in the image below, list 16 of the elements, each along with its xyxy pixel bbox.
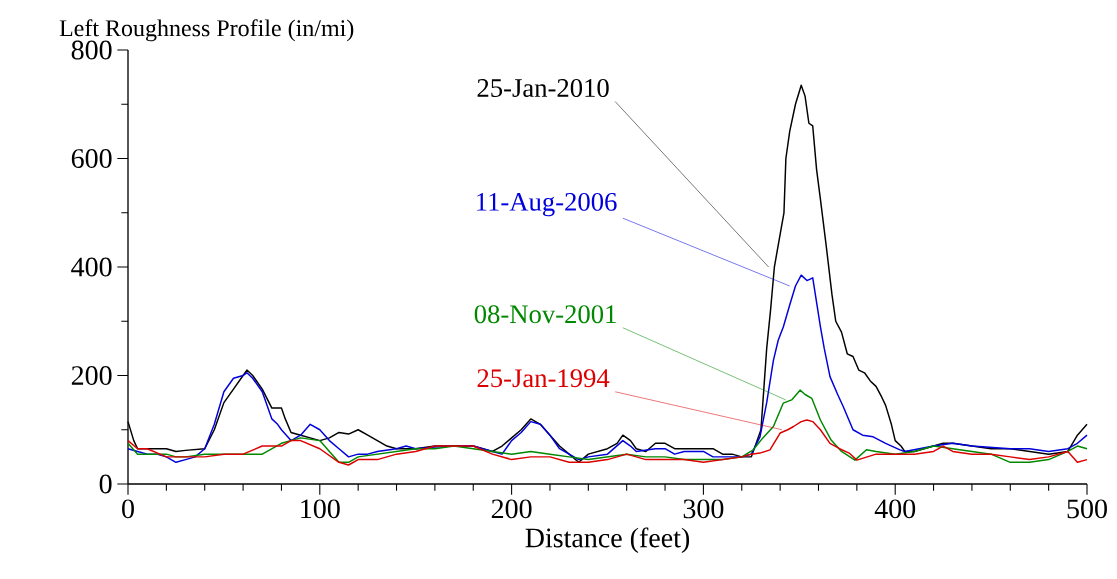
x-axis-title: Distance (feet) xyxy=(525,527,690,554)
x-tick-label: 100 xyxy=(301,499,340,519)
x-tick-label: 0 xyxy=(122,499,134,519)
x-tick-label: 200 xyxy=(491,499,532,519)
y-tick-label: 0 xyxy=(99,474,112,494)
y-tick-label: 200 xyxy=(71,366,112,385)
y-tick-label: 600 xyxy=(71,149,112,168)
text: 25-Jan-1994 xyxy=(477,369,610,388)
text: 25-Jan-2010 xyxy=(477,78,609,97)
y-tick-label: 800 xyxy=(71,40,112,60)
x-tick-label: 400 xyxy=(874,499,916,519)
x-tick-label: 300 xyxy=(683,499,724,519)
y-tick-label: 400 xyxy=(71,257,112,277)
x-tick-label: 500 xyxy=(1067,499,1107,519)
text: 08-Nov-2001 xyxy=(474,305,616,324)
text: 11-Aug-2006 xyxy=(477,192,617,217)
